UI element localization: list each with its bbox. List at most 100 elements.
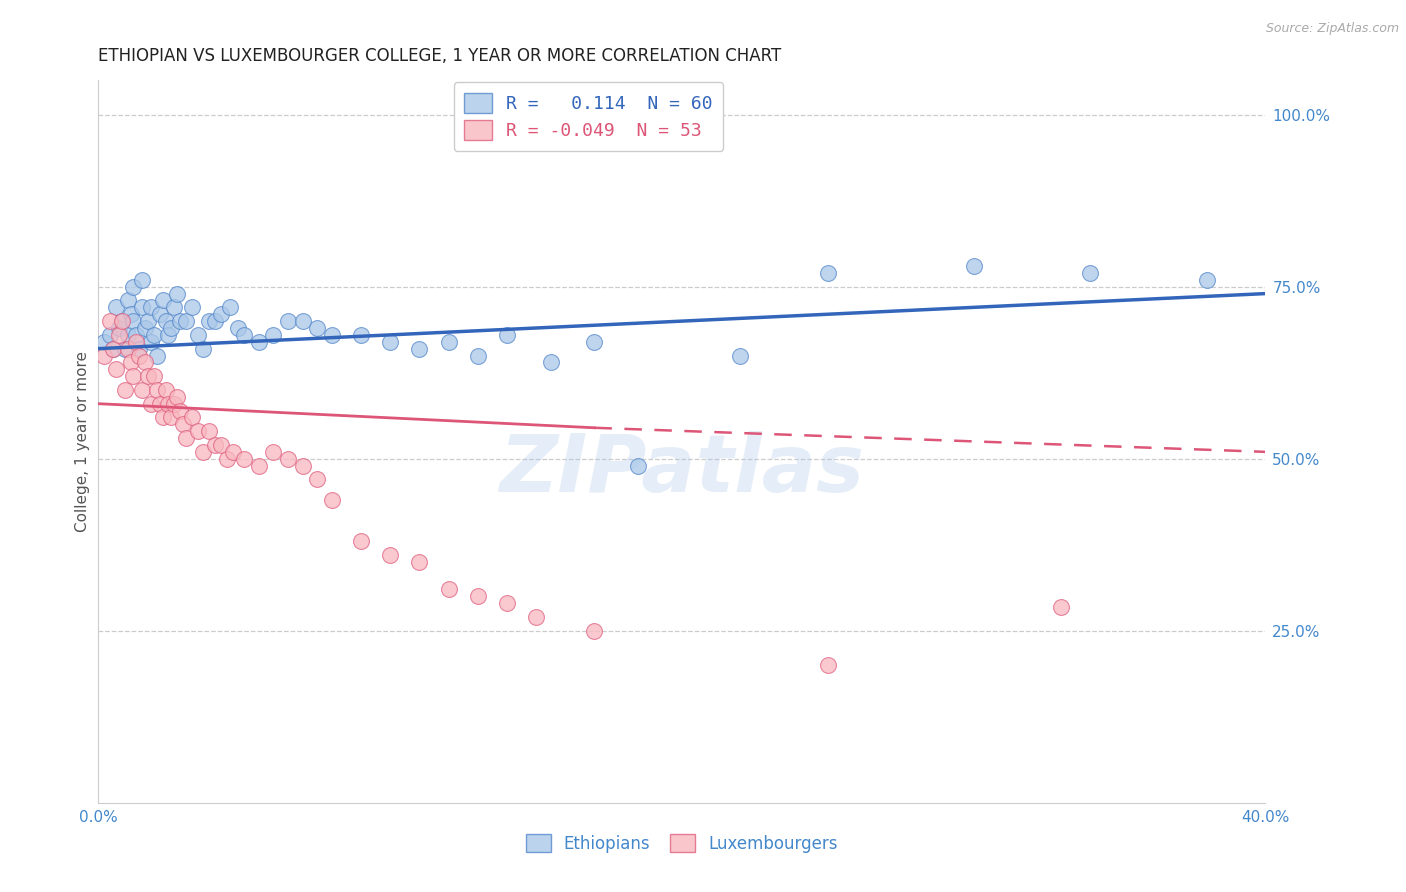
- Point: [104, 362, 127, 376]
- Point: [1080, 266, 1102, 280]
- Point: [193, 445, 215, 459]
- Point: [627, 458, 650, 473]
- Point: [524, 610, 547, 624]
- Point: [101, 342, 124, 356]
- Point: [108, 321, 131, 335]
- Point: [111, 314, 134, 328]
- Point: [131, 273, 153, 287]
- Point: [209, 307, 232, 321]
- Point: [262, 445, 284, 459]
- Point: [131, 383, 153, 397]
- Point: [540, 355, 562, 369]
- Point: [142, 369, 165, 384]
- Point: [198, 314, 221, 328]
- Point: [496, 327, 519, 342]
- Text: ETHIOPIAN VS LUXEMBOURGER COLLEGE, 1 YEAR OR MORE CORRELATION CHART: ETHIOPIAN VS LUXEMBOURGER COLLEGE, 1 YEA…: [98, 47, 782, 65]
- Point: [307, 321, 329, 335]
- Point: [117, 327, 139, 342]
- Point: [817, 266, 839, 280]
- Point: [233, 327, 256, 342]
- Point: [221, 445, 243, 459]
- Point: [233, 451, 256, 466]
- Point: [496, 596, 519, 610]
- Point: [152, 410, 174, 425]
- Point: [262, 327, 284, 342]
- Point: [117, 293, 139, 308]
- Legend: Ethiopians, Luxembourgers: Ethiopians, Luxembourgers: [519, 828, 845, 860]
- Point: [155, 383, 177, 397]
- Point: [125, 327, 148, 342]
- Point: [467, 349, 489, 363]
- Point: [146, 349, 169, 363]
- Point: [962, 259, 984, 273]
- Point: [169, 403, 191, 417]
- Point: [467, 590, 489, 604]
- Point: [169, 314, 191, 328]
- Point: [122, 279, 145, 293]
- Point: [166, 390, 188, 404]
- Point: [166, 286, 188, 301]
- Point: [142, 327, 165, 342]
- Point: [136, 369, 159, 384]
- Text: ZIPatlas: ZIPatlas: [499, 432, 865, 509]
- Point: [247, 458, 270, 473]
- Point: [111, 314, 134, 328]
- Point: [350, 534, 373, 549]
- Point: [204, 438, 226, 452]
- Point: [321, 327, 343, 342]
- Point: [1195, 273, 1218, 287]
- Point: [583, 624, 606, 638]
- Point: [146, 383, 169, 397]
- Point: [136, 314, 159, 328]
- Point: [218, 301, 240, 315]
- Point: [408, 342, 430, 356]
- Point: [149, 397, 172, 411]
- Point: [247, 334, 270, 349]
- Point: [93, 349, 115, 363]
- Point: [209, 438, 232, 452]
- Point: [321, 493, 343, 508]
- Point: [101, 342, 124, 356]
- Point: [215, 451, 238, 466]
- Point: [152, 293, 174, 308]
- Point: [180, 410, 202, 425]
- Point: [117, 342, 139, 356]
- Y-axis label: College, 1 year or more: College, 1 year or more: [75, 351, 90, 532]
- Point: [139, 397, 162, 411]
- Point: [350, 327, 373, 342]
- Point: [1050, 599, 1073, 614]
- Point: [122, 369, 145, 384]
- Point: [149, 307, 172, 321]
- Text: Source: ZipAtlas.com: Source: ZipAtlas.com: [1265, 22, 1399, 36]
- Point: [114, 383, 136, 397]
- Point: [277, 451, 299, 466]
- Point: [98, 314, 121, 328]
- Point: [193, 342, 215, 356]
- Point: [120, 355, 142, 369]
- Point: [163, 301, 186, 315]
- Point: [163, 397, 186, 411]
- Point: [122, 314, 145, 328]
- Point: [157, 397, 180, 411]
- Point: [174, 431, 197, 445]
- Point: [139, 334, 162, 349]
- Point: [114, 342, 136, 356]
- Point: [108, 327, 131, 342]
- Point: [228, 321, 250, 335]
- Point: [155, 314, 177, 328]
- Point: [160, 321, 183, 335]
- Point: [180, 301, 202, 315]
- Point: [98, 327, 121, 342]
- Point: [134, 355, 156, 369]
- Point: [160, 410, 183, 425]
- Point: [128, 349, 150, 363]
- Point: [277, 314, 299, 328]
- Point: [437, 582, 460, 597]
- Point: [198, 424, 221, 438]
- Point: [437, 334, 460, 349]
- Point: [187, 327, 209, 342]
- Point: [583, 334, 606, 349]
- Point: [104, 301, 127, 315]
- Point: [93, 334, 115, 349]
- Point: [307, 472, 329, 486]
